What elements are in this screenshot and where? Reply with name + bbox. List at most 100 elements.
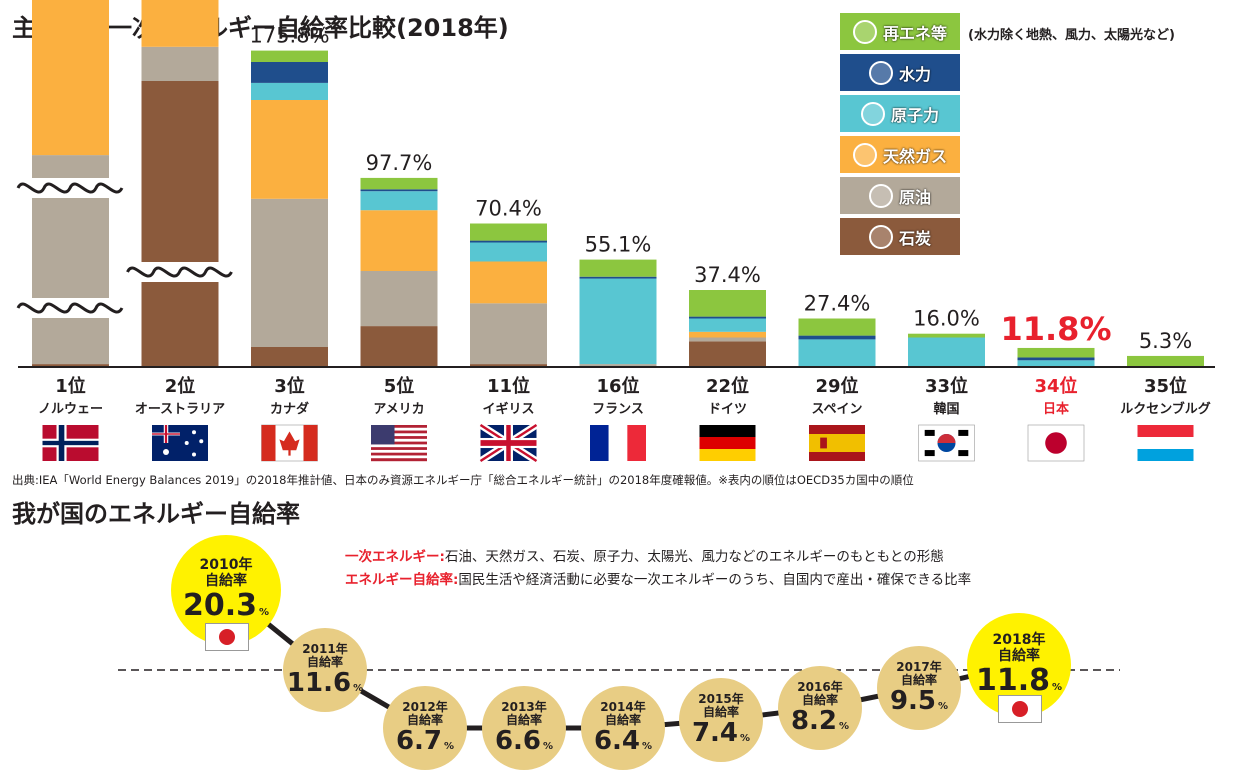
rate-value: 6.6% xyxy=(494,725,554,756)
legend-label: 原油 xyxy=(898,187,931,207)
rate-label: 自給率 xyxy=(505,712,542,727)
bar-segment xyxy=(798,339,876,366)
rate-value: 7.4% xyxy=(691,717,751,748)
legend-item: 天然ガス xyxy=(840,136,960,173)
bar-segment xyxy=(32,0,109,156)
bar-segment xyxy=(251,82,328,100)
rate-value: 20.3% xyxy=(182,587,270,623)
germany-flag xyxy=(699,425,756,461)
legend-item: 石炭 xyxy=(840,218,960,255)
legend-item: 原子力 xyxy=(840,95,960,132)
bar-segment xyxy=(251,347,328,366)
year-label: 2016年 xyxy=(797,679,843,694)
year-circle: 2012年 自給率 6.7% xyxy=(383,686,467,770)
country-name: ノルウェー xyxy=(38,402,103,417)
axis-break-mark xyxy=(16,182,124,194)
rate-value: 6.4% xyxy=(593,725,653,756)
bar-segment xyxy=(360,210,438,271)
rate-value: 11.6% xyxy=(286,667,364,698)
rate-label: 自給率 xyxy=(900,672,937,687)
bar-total-label: 175.8% xyxy=(249,24,329,48)
legend-label: 水力 xyxy=(898,64,931,84)
bar-segment xyxy=(251,50,328,62)
legend-label: 原子力 xyxy=(890,105,939,125)
bar-segment xyxy=(579,278,657,365)
rate-unit: % xyxy=(642,740,653,752)
country-rank: 2位 xyxy=(165,375,196,397)
rate-unit: % xyxy=(543,740,554,752)
bar-total-label: 11.8% xyxy=(1000,310,1111,348)
bar-segment xyxy=(360,326,438,366)
bar-segment xyxy=(1017,360,1095,366)
country-name: 韓国 xyxy=(933,401,959,417)
country-name: カナダ xyxy=(270,401,309,417)
bar-total-label: 27.4% xyxy=(804,292,871,316)
legend-label: 再エネ等 xyxy=(882,23,947,43)
bar-segment xyxy=(470,364,547,366)
legend: 再エネ等水力原子力天然ガス原油石炭 xyxy=(840,13,960,259)
country-rank: 1位 xyxy=(55,375,86,397)
bar-segment xyxy=(579,259,657,277)
bar-segment xyxy=(579,276,657,279)
rate-unit: % xyxy=(839,720,850,732)
japan-flag xyxy=(998,695,1042,723)
country-name: ルクセンブルグ xyxy=(1120,401,1211,417)
year-circle: 2017年 自給率 9.5% xyxy=(877,646,961,730)
france-flag xyxy=(590,425,646,461)
bar-segment xyxy=(470,223,547,241)
uk-flag xyxy=(478,422,539,464)
year-circle: 2011年 自給率 11.6% xyxy=(283,628,367,712)
legend-label: 天然ガス xyxy=(882,146,947,166)
definition-term-1: 一次エネルギー: xyxy=(345,549,445,565)
year-label: 2018年 xyxy=(992,632,1046,649)
country-rank: 3位 xyxy=(274,375,305,397)
bar-segment xyxy=(32,364,109,366)
country-rank: 35位 xyxy=(1144,375,1187,397)
axis-break-mark xyxy=(16,302,124,314)
year-label: 2010年 xyxy=(199,557,253,574)
rate-label: 自給率 xyxy=(406,712,443,727)
legend-label: 石炭 xyxy=(898,228,931,248)
atom-icon xyxy=(860,101,885,126)
country-name: オーストラリア xyxy=(135,402,225,417)
japan-flag xyxy=(205,623,249,651)
bar-segment xyxy=(798,318,876,336)
bar-total-label: 70.4% xyxy=(475,197,542,221)
year-label: 2014年 xyxy=(600,699,646,714)
rate-label: 自給率 xyxy=(801,692,838,707)
rate-unit: % xyxy=(259,606,270,618)
rate-unit: % xyxy=(353,682,364,694)
country-rank: 11位 xyxy=(487,375,530,397)
rate-value: 11.8% xyxy=(975,662,1063,698)
bar-total-label: 16.0% xyxy=(913,307,980,331)
bar-segment xyxy=(689,318,766,332)
legend-note: (水力除く地熱、風力、太陽光など) xyxy=(968,28,1175,43)
country-name: フランス xyxy=(592,402,644,417)
bar-segment xyxy=(579,364,657,366)
year-label: 2015年 xyxy=(698,691,744,706)
country-rank: 29位 xyxy=(815,375,858,397)
spain-flag xyxy=(809,425,865,461)
year-label: 2013年 xyxy=(501,699,547,714)
definition-text-2: 国民生活や経済活動に必要な一次エネルギーのうち、自国内で産出・確保できる比率 xyxy=(458,572,972,588)
sun-icon xyxy=(852,19,877,44)
bar-segment xyxy=(141,0,219,47)
bar-segment xyxy=(1017,357,1095,361)
bar-segment xyxy=(141,46,219,81)
bar-segment xyxy=(689,341,766,366)
bar-total-label: 5.3% xyxy=(1139,329,1192,353)
bar-segment xyxy=(470,303,547,365)
rate-value: 6.7% xyxy=(395,725,455,756)
luxembourg-flag xyxy=(1137,425,1194,461)
bar-segment xyxy=(908,333,985,338)
bar-segment xyxy=(251,198,328,347)
legend-item: 水力 xyxy=(840,54,960,91)
definitions: 一次エネルギー:石油、天然ガス、石炭、原子力、太陽光、風力などのエネルギーのもと… xyxy=(345,546,971,592)
country-rank: 5位 xyxy=(384,375,415,397)
bar-segment xyxy=(689,337,766,342)
gas-tank-icon xyxy=(852,142,877,167)
korea-flag xyxy=(918,424,975,462)
source-text: 出典:IEA「World Energy Balances 2019」の2018年… xyxy=(12,473,914,487)
legend-item: 再エネ等 xyxy=(840,13,960,50)
oil-drop-icon xyxy=(868,183,893,208)
